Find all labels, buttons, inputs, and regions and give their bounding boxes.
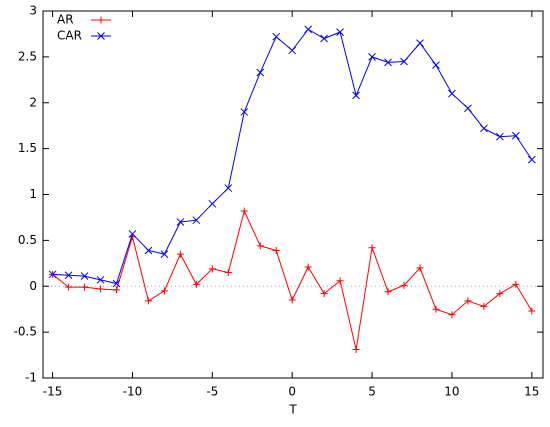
x-tick-label: 10 [444, 385, 459, 399]
point-marker [192, 280, 200, 288]
point-marker [528, 307, 536, 315]
y-tick-label: -1 [25, 371, 37, 385]
point-marker [224, 184, 233, 192]
point-marker [224, 268, 232, 276]
x-tick-label: 15 [524, 385, 539, 399]
point-marker [464, 297, 472, 305]
point-marker [384, 58, 392, 67]
point-marker [81, 283, 89, 291]
point-marker [480, 302, 488, 310]
point-marker [176, 218, 185, 226]
point-marker [352, 91, 360, 100]
y-tick-label: 2 [29, 95, 37, 109]
point-marker [144, 246, 153, 255]
y-tick-label: 3 [29, 4, 37, 18]
point-marker [288, 46, 297, 55]
series-line [52, 28, 533, 285]
point-marker [97, 285, 105, 293]
point-marker [496, 290, 504, 298]
point-marker [352, 346, 360, 354]
point-marker [336, 28, 344, 36]
y-tick-label: 0.5 [18, 233, 37, 247]
point-marker [208, 199, 217, 208]
point-marker [496, 132, 504, 141]
point-marker [304, 25, 313, 34]
point-marker [272, 246, 280, 254]
plot-frame [42, 10, 544, 379]
point-marker [240, 108, 249, 116]
point-marker [208, 265, 216, 273]
point-marker [527, 155, 536, 164]
point-marker [416, 39, 424, 47]
y-tick-label: -0.5 [14, 325, 37, 339]
x-tick-label: -10 [123, 385, 143, 399]
point-marker [512, 280, 520, 288]
point-marker [65, 283, 73, 291]
x-tick-label: 5 [368, 385, 376, 399]
point-marker [304, 263, 312, 271]
x-axis-label: T [288, 403, 297, 417]
point-marker [128, 230, 137, 238]
point-marker [80, 272, 89, 281]
point-marker [432, 305, 440, 313]
y-tick-label: 1 [29, 187, 37, 201]
point-marker [464, 104, 472, 113]
y-tick-label: 1.5 [18, 141, 37, 155]
point-marker [64, 271, 73, 280]
x-tick-label: -15 [43, 385, 63, 399]
point-marker [384, 288, 392, 296]
point-marker [272, 32, 281, 41]
point-marker [256, 242, 264, 250]
y-tick-label: 0 [29, 279, 37, 293]
point-marker [160, 287, 168, 295]
point-marker [240, 207, 248, 215]
point-marker [192, 216, 201, 225]
point-marker [511, 131, 520, 140]
point-marker [336, 277, 344, 285]
legend-label: CAR [57, 29, 82, 43]
point-marker [160, 250, 169, 258]
x-tick-label: 0 [288, 385, 296, 399]
point-marker [400, 57, 408, 66]
point-marker [448, 89, 456, 98]
point-marker [368, 53, 376, 61]
point-marker [256, 68, 265, 77]
point-marker [176, 250, 184, 258]
point-marker [48, 270, 57, 279]
point-marker [97, 16, 105, 24]
point-marker [368, 244, 376, 252]
point-marker [416, 264, 424, 272]
point-marker [320, 290, 328, 298]
point-marker [448, 311, 456, 319]
x-tick-label: -5 [206, 385, 218, 399]
point-marker [97, 32, 105, 40]
legend-label: AR [57, 13, 74, 27]
point-marker [288, 296, 296, 304]
point-marker [432, 61, 440, 69]
point-marker [112, 286, 120, 294]
point-marker [96, 275, 105, 284]
point-marker [112, 279, 121, 288]
point-marker [480, 124, 488, 133]
point-marker [320, 34, 329, 43]
series-line [52, 209, 533, 350]
point-marker [400, 281, 408, 289]
y-tick-label: 2.5 [18, 49, 37, 63]
point-marker [144, 297, 152, 305]
